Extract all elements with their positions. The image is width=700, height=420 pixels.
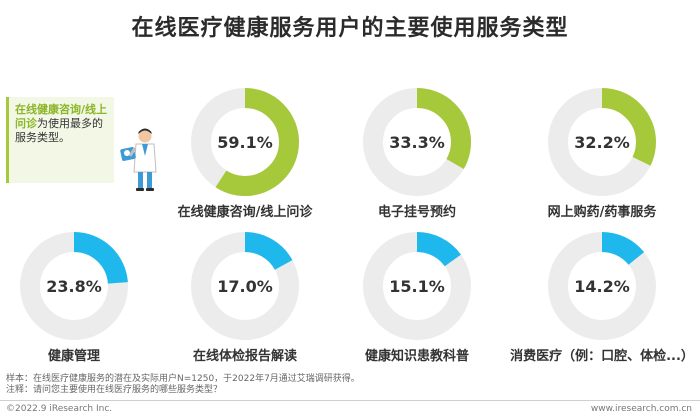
- donut-1: 33.3% 电子挂号预约: [363, 88, 471, 220]
- donut-5: 15.1% 健康知识患教科普: [363, 232, 471, 364]
- donut-value-label: 23.8%: [46, 277, 102, 296]
- donut-slice: [20, 232, 128, 340]
- donut-category-label: 健康管理: [48, 348, 100, 364]
- donut-4: 17.0% 在线体检报告解读: [191, 232, 299, 364]
- donut-category-label: 消费医疗（例：口腔、体检...）: [510, 348, 694, 364]
- notes: 样本：在线医疗健康服务的潜在及实际用户N=1250，于2022年7月通过艾瑞调研…: [6, 374, 360, 396]
- footer: ©2022.9 iResearch Inc. www.iresearch.com…: [0, 400, 700, 420]
- donut-slice: [548, 88, 656, 196]
- donut-3: 23.8% 健康管理: [20, 232, 128, 364]
- donut-value-label: 59.1%: [217, 133, 273, 152]
- callout-box: 在线健康咨询/线上问诊为使用最多的服务类型。: [6, 97, 114, 183]
- page-title: 在线医疗健康服务用户的主要使用服务类型: [131, 16, 569, 41]
- donut-2: 32.2% 网上购药/药事服务: [548, 88, 658, 220]
- donut-value-label: 14.2%: [574, 277, 630, 296]
- donut-slice: [548, 232, 656, 340]
- donut-value-label: 15.1%: [389, 277, 445, 296]
- doctor-illustration-icon: [120, 128, 157, 191]
- donut-value-label: 17.0%: [217, 277, 273, 296]
- callout-text: 为使用最多的服务类型。: [15, 117, 103, 144]
- website: www.iresearch.com.cn: [590, 404, 692, 414]
- donut-value-label: 32.2%: [574, 133, 630, 152]
- donut-category-label: 电子挂号预约: [378, 204, 456, 220]
- donut-category-label: 在线体检报告解读: [193, 348, 297, 364]
- copyright: ©2022.9 iResearch Inc.: [6, 404, 113, 414]
- donut-category-label: 健康知识患教科普: [365, 348, 469, 364]
- callout-highlight: 在线健康咨询/线上问诊: [15, 103, 108, 130]
- question-note: 注释：请问您主要使用在线医疗服务的哪些服务类型？: [6, 385, 223, 395]
- donut-value-label: 33.3%: [389, 133, 445, 152]
- donut-category-label: 在线健康咨询/线上问诊: [178, 204, 314, 220]
- donut-0: 59.1% 在线健康咨询/线上问诊: [178, 88, 314, 220]
- donut-slice: [363, 88, 471, 196]
- sample-note: 样本：在线医疗健康服务的潜在及实际用户N=1250，于2022年7月通过艾瑞调研…: [6, 374, 360, 384]
- donut-6: 14.2% 消费医疗（例：口腔、体检...）: [510, 232, 694, 364]
- donut-category-label: 网上购药/药事服务: [548, 204, 658, 220]
- donut-slice: [191, 232, 299, 340]
- donut-slice: [363, 232, 471, 340]
- donut-slice: [191, 88, 299, 196]
